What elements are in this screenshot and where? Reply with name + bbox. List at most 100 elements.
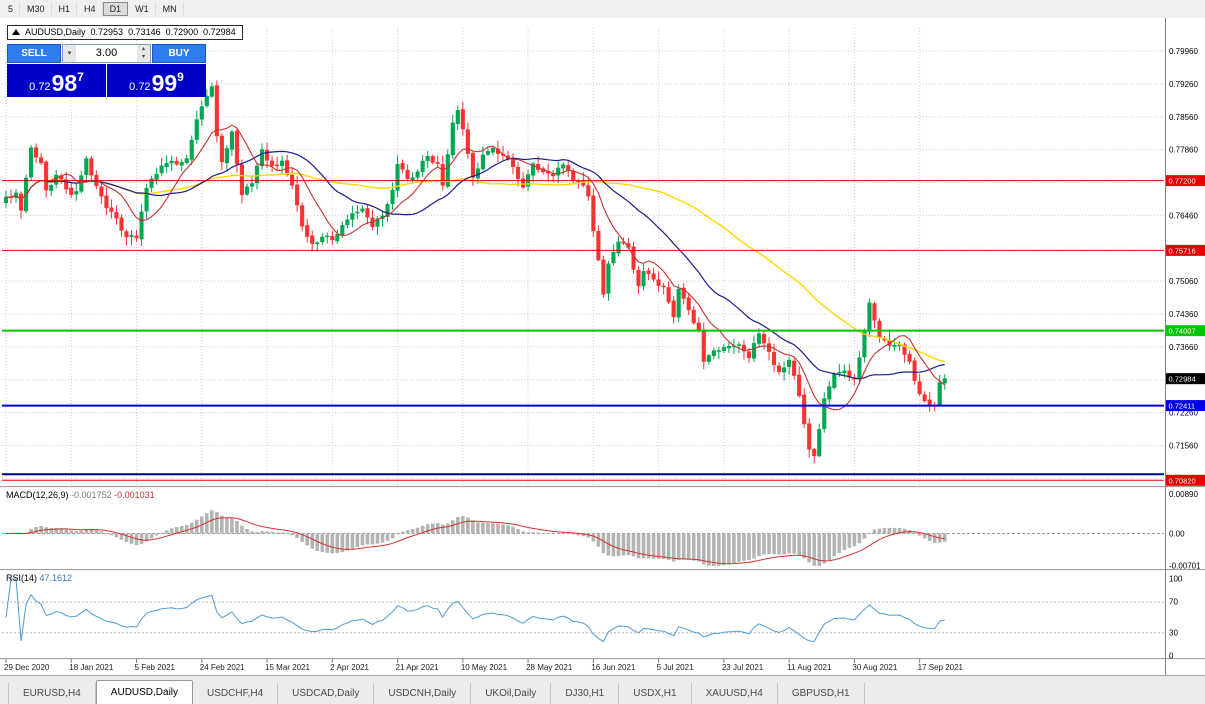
price-axis[interactable]: 0.79960 0.79260 0.78560 0.77860 0.76460 0.750… — [1165, 18, 1205, 676]
svg-text:15 Mar 2021: 15 Mar 2021 — [265, 663, 310, 672]
svg-text:29 Dec 2020: 29 Dec 2020 — [4, 663, 50, 672]
timeframe-button-W1[interactable]: W1 — [128, 2, 156, 16]
volume-control[interactable]: ▾ 3.00 ▴ ▾ — [62, 44, 151, 63]
buy-price-big: 99 — [151, 70, 178, 96]
timeframe-button-H4[interactable]: H4 — [77, 2, 103, 16]
chart-tab[interactable]: XAUUSD,H4 — [692, 683, 778, 704]
chart-tab[interactable]: EURUSD,H4 — [8, 683, 96, 704]
svg-text:0.00: 0.00 — [1169, 530, 1185, 539]
chart-canvas[interactable]: 0.79960 0.79260 0.78560 0.77860 0.76460 0.750… — [0, 18, 1205, 676]
svg-text:0.77200: 0.77200 — [1169, 177, 1196, 186]
chart-window[interactable]: 0.79960 0.79260 0.78560 0.77860 0.76460 0.750… — [0, 18, 1205, 676]
rsi-line — [5, 578, 945, 643]
ma-9-line — [6, 124, 946, 411]
svg-text:0.74360: 0.74360 — [1169, 310, 1198, 319]
candles-layer — [3, 80, 947, 464]
ohlc-info-box: AUDUSD,Daily 0.72953 0.73146 0.72900 0.7… — [7, 25, 243, 40]
svg-text:5 Jul 2021: 5 Jul 2021 — [657, 663, 694, 672]
ohlc-low: 0.72900 — [165, 27, 199, 37]
buy-price-display[interactable]: 0.72 99 9 — [107, 64, 206, 97]
volume-spinner[interactable]: ▴ ▾ — [137, 45, 150, 62]
svg-text:0.74007: 0.74007 — [1169, 327, 1196, 336]
chart-tab[interactable]: DJ30,H1 — [551, 683, 620, 704]
ohlc-close: 0.72984 — [203, 27, 236, 37]
macd-main-value: -0.001752 — [71, 490, 112, 500]
svg-text:0.75060: 0.75060 — [1169, 277, 1198, 286]
svg-text:0.79960: 0.79960 — [1169, 47, 1198, 56]
chart-tab[interactable]: UKOil,Daily — [471, 683, 552, 704]
macd-signal-line — [6, 517, 945, 565]
svg-text:0.75716: 0.75716 — [1169, 246, 1196, 255]
svg-text:30 Aug 2021: 30 Aug 2021 — [852, 663, 897, 672]
ohlc-high: 0.73146 — [128, 27, 161, 37]
svg-text:0.70820: 0.70820 — [1169, 476, 1196, 485]
indicator-panels-layer — [0, 486, 1205, 660]
svg-text:18 Jan 2021: 18 Jan 2021 — [69, 663, 114, 672]
chart-tab[interactable]: USDCAD,Daily — [278, 683, 375, 704]
chart-tab[interactable]: USDCNH,Daily — [374, 683, 472, 704]
svg-text:0.79260: 0.79260 — [1169, 80, 1198, 89]
spin-up-icon[interactable]: ▴ — [141, 46, 145, 52]
svg-text:16 Jun 2021: 16 Jun 2021 — [591, 663, 636, 672]
sell-price-prefix: 0.72 — [29, 81, 51, 93]
grid-layer — [2, 28, 1164, 485]
svg-text:28 May 2021: 28 May 2021 — [526, 663, 573, 672]
macd-name: MACD(12,26,9) — [6, 490, 69, 500]
svg-text:24 Feb 2021: 24 Feb 2021 — [200, 663, 245, 672]
macd-indicator-label: MACD(12,26,9) -0.001752 -0.001031 — [6, 490, 155, 500]
svg-text:0.77860: 0.77860 — [1169, 146, 1198, 155]
chart-tab[interactable]: USDCHF,H4 — [193, 683, 279, 704]
timeframe-button-D1[interactable]: D1 — [102, 2, 129, 16]
svg-text:0.78560: 0.78560 — [1169, 113, 1198, 122]
svg-text:23 Jul 2021: 23 Jul 2021 — [722, 663, 764, 672]
timeframe-toolbar: 5 M30 H1 H4 D1 W1 MN — [0, 0, 1205, 19]
svg-text:0: 0 — [1169, 652, 1174, 661]
svg-text:0.71560: 0.71560 — [1169, 442, 1198, 451]
svg-text:5 Feb 2021: 5 Feb 2021 — [135, 663, 176, 672]
macd-signal-value: -0.001031 — [114, 490, 155, 500]
svg-text:2 Apr 2021: 2 Apr 2021 — [330, 663, 369, 672]
svg-text:-0.00701: -0.00701 — [1169, 562, 1201, 571]
rsi-name: RSI(14) — [6, 573, 38, 583]
chart-window-icon — [12, 29, 20, 35]
svg-text:10 May 2021: 10 May 2021 — [461, 663, 508, 672]
ohlc-open: 0.72953 — [90, 27, 124, 37]
chart-tab[interactable]: AUDUSD,Daily — [95, 680, 194, 704]
timeframe-button-M30[interactable]: M30 — [20, 2, 52, 16]
rsi-indicator-label: RSI(14) 47.1612 — [6, 573, 72, 583]
svg-text:70: 70 — [1169, 598, 1178, 607]
buy-button[interactable]: BUY — [152, 44, 206, 63]
svg-text:0.76460: 0.76460 — [1169, 211, 1198, 220]
buy-price-sup: 9 — [177, 70, 184, 84]
sell-price-display[interactable]: 0.72 98 7 — [7, 64, 106, 97]
one-click-trading-panel: SELL ▾ 3.00 ▴ ▾ BUY 0.72 98 7 0.72 99 9 — [7, 44, 206, 97]
svg-text:100: 100 — [1169, 575, 1183, 584]
rsi-value: 47.1612 — [39, 573, 73, 583]
svg-text:0.72260: 0.72260 — [1169, 409, 1198, 418]
volume-value[interactable]: 3.00 — [95, 47, 118, 59]
svg-text:17 Sep 2021: 17 Sep 2021 — [918, 663, 964, 672]
timeframe-button-MN[interactable]: MN — [156, 2, 184, 16]
sell-price-big: 98 — [51, 70, 78, 96]
svg-text:21 Apr 2021: 21 Apr 2021 — [396, 663, 440, 672]
chart-tab[interactable]: USDX,H1 — [619, 683, 692, 704]
chart-symbol-label: AUDUSD,Daily — [25, 27, 86, 37]
level-lines-layer — [2, 180, 1164, 481]
buy-price-prefix: 0.72 — [129, 81, 151, 93]
svg-text:0.72411: 0.72411 — [1169, 402, 1196, 411]
chart-tab[interactable]: GBPUSD,H1 — [778, 683, 865, 704]
moving-averages-layer — [6, 124, 946, 411]
timeframe-button-5[interactable]: 5 — [1, 2, 21, 16]
svg-text:30: 30 — [1169, 628, 1178, 637]
timeframe-button-H1[interactable]: H1 — [52, 2, 78, 16]
date-axis[interactable]: 29 Dec 2020 18 Jan 2021 5 Feb 2021 24 Feb 2… — [4, 659, 964, 672]
sell-button[interactable]: SELL — [7, 44, 61, 63]
sell-price-sup: 7 — [77, 70, 84, 84]
spin-down-icon[interactable]: ▾ — [141, 54, 145, 60]
svg-text:11 Aug 2021: 11 Aug 2021 — [787, 663, 832, 672]
volume-dropdown-icon[interactable]: ▾ — [63, 45, 76, 62]
chart-tab-bar: EURUSD,H4 AUDUSD,Daily USDCHF,H4 USDCAD,Dai… — [0, 675, 1205, 704]
svg-text:0.00890: 0.00890 — [1169, 490, 1198, 499]
svg-text:0.72984: 0.72984 — [1169, 375, 1196, 384]
